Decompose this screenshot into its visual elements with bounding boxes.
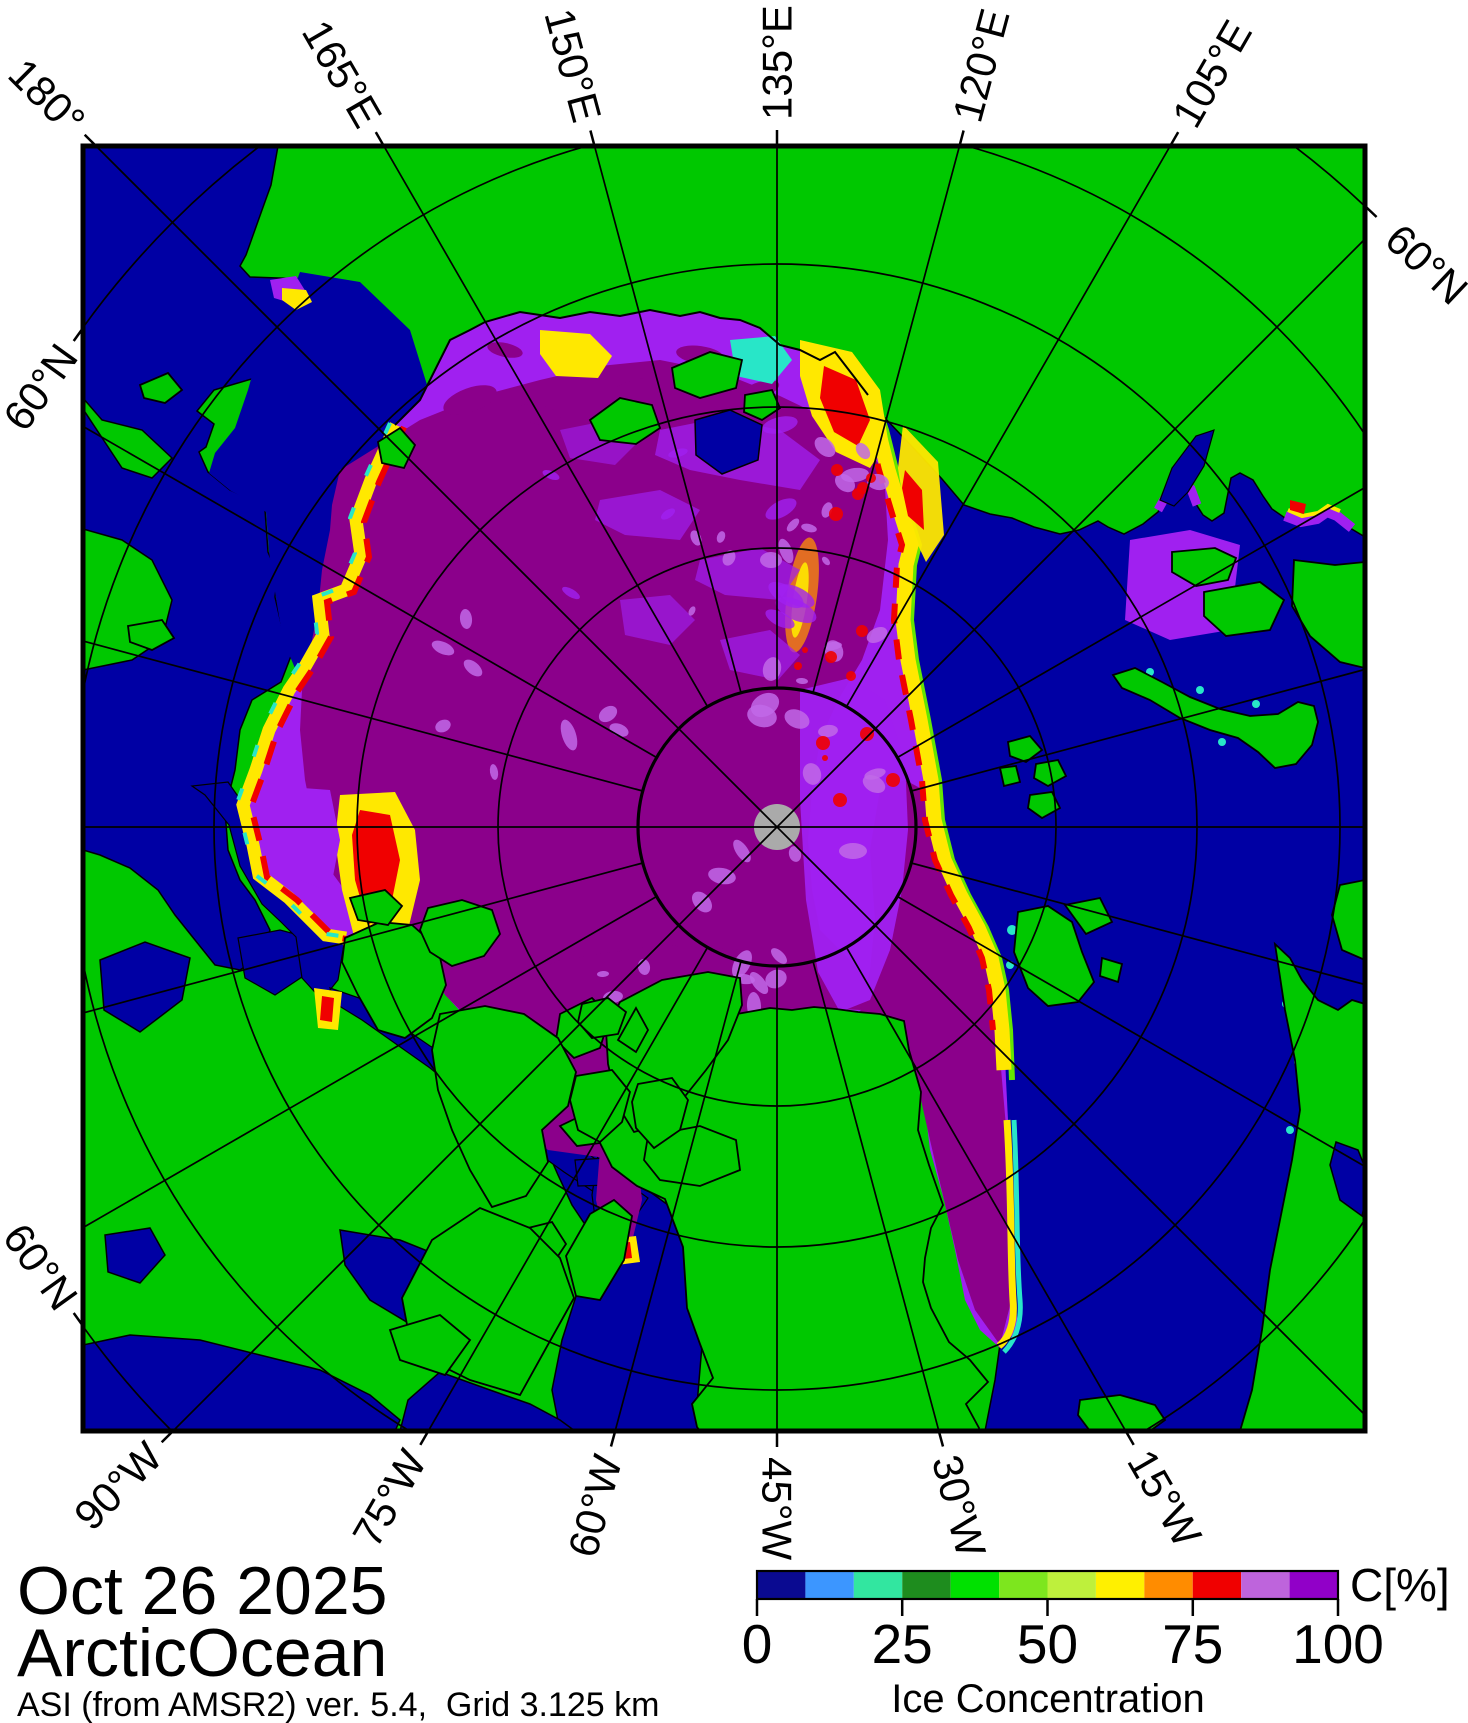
svg-text:120°E: 120°E: [944, 4, 1019, 127]
svg-text:25: 25: [872, 1613, 933, 1675]
svg-text:150°E: 150°E: [535, 4, 610, 127]
svg-text:60°N: 60°N: [0, 335, 87, 439]
svg-text:135°E: 135°E: [754, 5, 801, 120]
svg-text:90°W: 90°W: [65, 1433, 171, 1539]
svg-text:165°E: 165°E: [293, 12, 391, 135]
svg-text:60°N: 60°N: [1376, 215, 1468, 314]
svg-text:105°E: 105°E: [1163, 12, 1261, 135]
svg-text:ArcticOcean: ArcticOcean: [17, 1615, 387, 1691]
svg-text:ASI (from AMSR2) ver. 5.4, Gr: ASI (from AMSR2) ver. 5.4, Grid 3.125 km: [17, 1686, 659, 1723]
svg-text:30°W: 30°W: [923, 1450, 995, 1562]
svg-text:45°W: 45°W: [754, 1457, 801, 1561]
svg-text:C[%]: C[%]: [1350, 1559, 1450, 1611]
svg-text:Oct 26 2025: Oct 26 2025: [17, 1553, 387, 1629]
svg-text:0: 0: [742, 1613, 773, 1675]
svg-text:Ice Concentration: Ice Concentration: [891, 1677, 1205, 1721]
svg-text:180°: 180°: [0, 50, 94, 145]
svg-text:60°N: 60°N: [0, 1215, 87, 1319]
svg-text:75: 75: [1162, 1613, 1223, 1675]
svg-text:60°W: 60°W: [559, 1450, 631, 1562]
svg-text:15°W: 15°W: [1118, 1442, 1210, 1555]
svg-text:50: 50: [1017, 1613, 1078, 1675]
svg-text:100: 100: [1292, 1613, 1384, 1675]
svg-text:75°W: 75°W: [343, 1441, 435, 1554]
